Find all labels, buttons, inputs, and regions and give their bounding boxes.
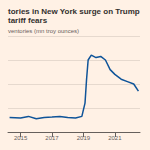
svg-text:tariff fears: tariff fears — [8, 16, 48, 25]
svg-text:ventories (mn troy ounces): ventories (mn troy ounces) — [8, 28, 79, 34]
svg-text:2019: 2019 — [77, 135, 91, 141]
svg-text:2021: 2021 — [108, 135, 122, 141]
svg-text:tories in New York surge on Tr: tories in New York surge on Trump — [8, 7, 142, 16]
svg-text:2015: 2015 — [14, 135, 28, 141]
svg-text:2017: 2017 — [45, 135, 59, 141]
